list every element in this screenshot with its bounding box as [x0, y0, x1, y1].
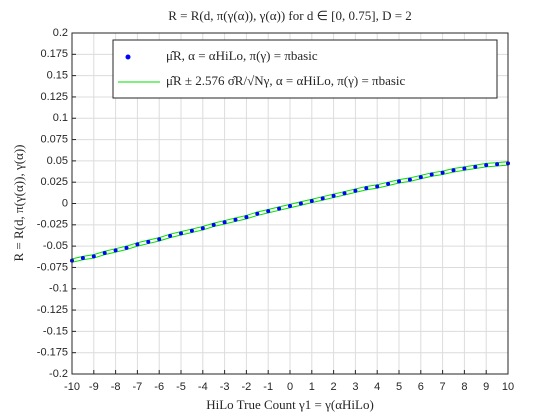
point — [375, 184, 380, 189]
point — [386, 181, 391, 186]
y-tick-label: -0.2 — [49, 368, 68, 380]
y-tick-label: -0.025 — [37, 219, 68, 231]
x-tick-label: 10 — [502, 381, 514, 393]
x-tick-label: 9 — [483, 381, 489, 393]
y-tick-label: -0.175 — [37, 347, 68, 359]
point — [244, 215, 249, 220]
y-tick-label: 0.025 — [40, 176, 68, 188]
point — [211, 222, 216, 227]
x-tick-label: -3 — [220, 381, 230, 393]
axes-box — [71, 32, 509, 375]
point — [91, 254, 96, 259]
point — [342, 191, 347, 196]
y-tick-label: -0.05 — [43, 240, 68, 252]
y-tick-label: -0.075 — [37, 261, 68, 273]
point — [298, 201, 303, 206]
legend-label: μ̂R, α = αHiLo, π(γ) = πbasic — [166, 48, 318, 63]
legend-box — [112, 39, 498, 99]
y-tick-label: -0.125 — [37, 304, 68, 316]
point — [473, 164, 478, 169]
x-tick-label: -4 — [198, 381, 208, 393]
point — [397, 179, 401, 184]
y-tick-label: 0.2 — [53, 27, 68, 39]
x-tick-label: 3 — [352, 381, 358, 393]
x-tick-label: -1 — [263, 381, 273, 393]
x-tick-label: 1 — [309, 381, 315, 393]
x-tick-label: -2 — [242, 381, 252, 393]
y-tick-label: 0 — [62, 197, 68, 209]
point — [484, 163, 489, 168]
point — [440, 170, 445, 175]
y-axis-label: R = R(d, π(γ(α)), γ(α)) — [11, 145, 26, 262]
y-tick-label: 0.075 — [40, 133, 68, 145]
point — [222, 220, 227, 225]
x-tick-label: -8 — [111, 381, 121, 393]
point — [331, 193, 336, 198]
x-axis-label: HiLo True Count γ1 = γ(αHiLo) — [206, 397, 374, 412]
y-tick-label: 0.1 — [53, 112, 68, 124]
point — [288, 204, 292, 209]
point — [233, 217, 238, 222]
y-tick-label: 0.175 — [40, 48, 68, 60]
point — [462, 166, 467, 171]
x-tick-label: 6 — [418, 381, 424, 393]
point — [102, 250, 107, 255]
point — [407, 177, 412, 182]
point — [277, 206, 282, 211]
point — [146, 239, 151, 244]
x-tick-label: -5 — [176, 381, 186, 393]
y-tick-label: 0.125 — [40, 91, 68, 103]
y-tick-label: 0.15 — [47, 70, 68, 82]
x-tick-label: 2 — [331, 381, 337, 393]
point — [200, 226, 205, 231]
chart-title: R = R(d, π(γ(α)), γ(α)) for d ∈ [0, 0.75… — [168, 8, 412, 23]
x-tick-label: 5 — [396, 381, 402, 393]
y-tick-label: 0.05 — [47, 155, 68, 167]
point — [113, 248, 118, 253]
legend: μ̂R, α = αHiLo, π(γ) = πbasic μ̂R ± 2.57… — [112, 39, 498, 99]
point — [255, 211, 260, 216]
point — [429, 172, 434, 177]
x-tick-label: -6 — [154, 381, 164, 393]
point — [418, 175, 423, 180]
point — [135, 242, 140, 247]
legend-label: μ̂R ± 2.576 σ̂R/√Nγ, α = αHiLo, π(γ) = π… — [166, 73, 406, 88]
x-tick-label: 7 — [440, 381, 446, 393]
x-tick-label: -9 — [89, 381, 99, 393]
x-tick-label: -7 — [133, 381, 143, 393]
point — [179, 231, 183, 236]
point — [189, 228, 194, 233]
x-tick-label: 8 — [461, 381, 467, 393]
point — [168, 233, 173, 238]
point — [266, 209, 271, 214]
x-tick-label: 4 — [374, 381, 380, 393]
point — [495, 162, 500, 167]
y-tick-label: -0.1 — [49, 283, 68, 295]
plot — [70, 161, 510, 263]
x-tick-label: -10 — [64, 381, 80, 393]
point — [157, 237, 162, 242]
point — [309, 198, 314, 203]
point — [364, 186, 369, 191]
legend-marker — [125, 54, 131, 60]
y-tick-label: -0.15 — [43, 325, 68, 337]
point — [353, 188, 358, 193]
point — [124, 245, 129, 250]
point — [320, 196, 325, 201]
point — [451, 168, 456, 173]
x-tick-label: 0 — [287, 381, 293, 393]
point — [80, 256, 85, 261]
